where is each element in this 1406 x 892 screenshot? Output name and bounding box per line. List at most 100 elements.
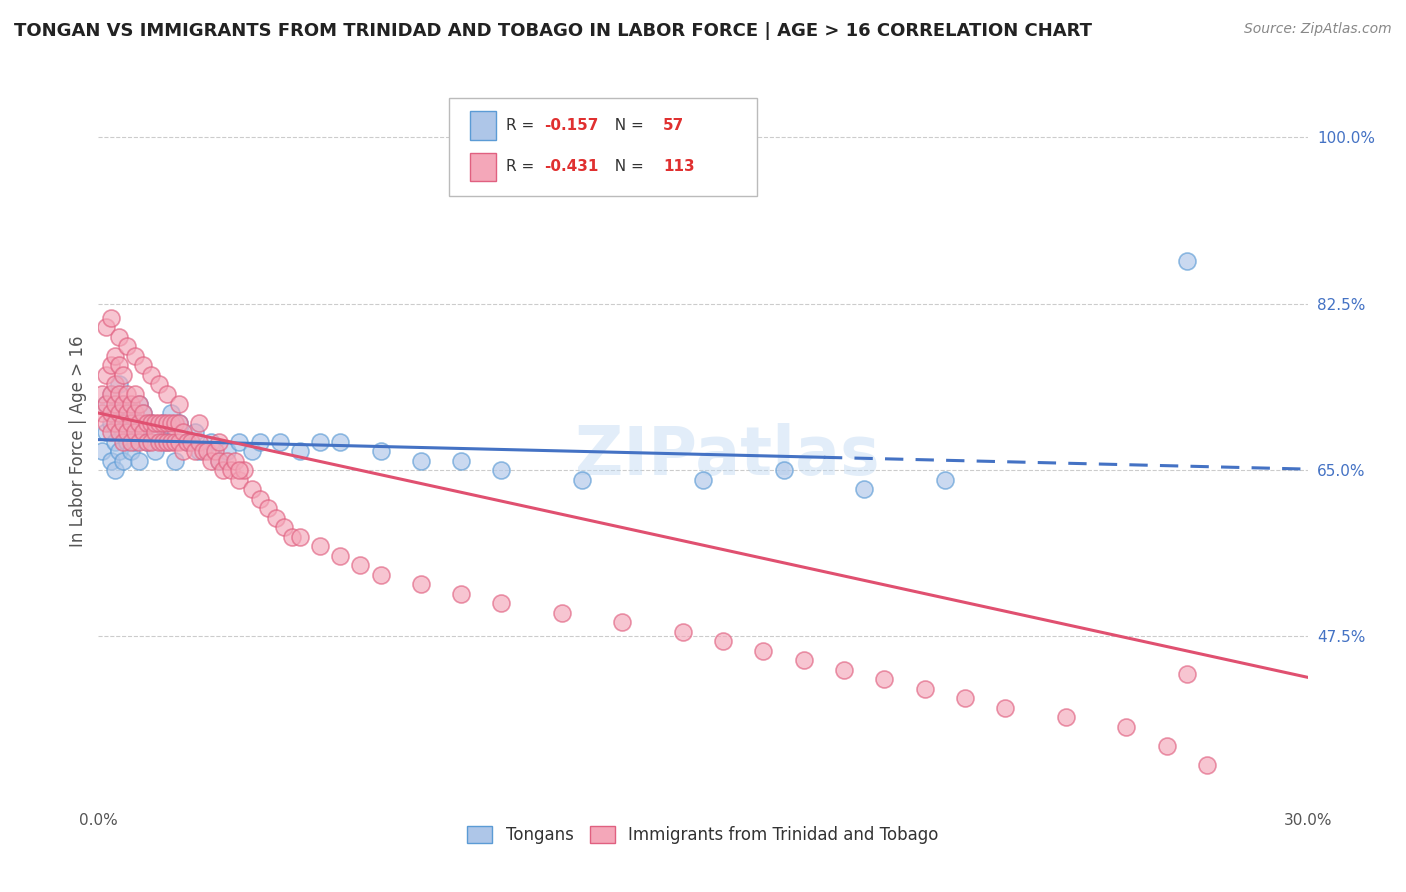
Point (107, 330, 129, 344)
Text: 57: 57 (664, 118, 685, 133)
Point (96, 396, 118, 410)
Point (193, 444, 215, 458)
Point (163, 453, 186, 467)
Point (124, 416, 146, 430)
Point (100, 406, 122, 420)
Text: TONGAN VS IMMIGRANTS FROM TRINIDAD AND TOBAGO IN LABOR FORCE | AGE > 16 CORRELAT: TONGAN VS IMMIGRANTS FROM TRINIDAD AND T… (14, 22, 1092, 40)
Point (288, 530, 311, 544)
Point (128, 396, 150, 410)
Legend: Tongans, Immigrants from Trinidad and Tobago: Tongans, Immigrants from Trinidad and To… (458, 817, 948, 852)
Text: R =: R = (506, 118, 538, 133)
Point (793, 653, 815, 667)
Point (111, 434, 134, 449)
Point (752, 643, 775, 657)
Point (240, 482, 263, 496)
Point (139, 416, 162, 430)
Point (111, 425, 134, 439)
Text: N =: N = (605, 160, 648, 175)
Point (832, 663, 855, 677)
Point (107, 377, 129, 392)
Point (772, 463, 794, 477)
Point (409, 577, 432, 591)
Point (100, 359, 122, 373)
Point (228, 434, 250, 449)
Point (195, 444, 218, 458)
Point (152, 434, 174, 449)
Point (1115, 720, 1137, 734)
Text: N =: N = (605, 118, 648, 133)
Point (115, 425, 138, 439)
Point (167, 434, 190, 449)
Point (208, 453, 231, 467)
Point (103, 396, 125, 410)
Text: R =: R = (506, 160, 538, 175)
Point (156, 387, 179, 401)
Point (128, 416, 150, 430)
Point (135, 416, 157, 430)
Point (409, 453, 432, 467)
Point (217, 453, 239, 467)
Point (132, 425, 155, 439)
Point (309, 539, 332, 553)
Point (370, 567, 392, 582)
Point (212, 463, 235, 477)
Point (103, 406, 125, 420)
Point (115, 339, 138, 353)
Text: -0.431: -0.431 (544, 160, 599, 175)
Point (188, 434, 211, 449)
Point (853, 482, 876, 496)
Point (1054, 710, 1077, 724)
Point (1156, 739, 1178, 753)
Point (240, 444, 263, 458)
Point (249, 491, 271, 506)
Point (139, 416, 162, 430)
Point (711, 634, 734, 648)
Point (120, 416, 142, 430)
Point (103, 463, 125, 477)
Point (571, 473, 593, 487)
Point (172, 444, 194, 458)
Point (143, 416, 166, 430)
Point (273, 520, 295, 534)
Point (672, 624, 695, 639)
Point (107, 444, 129, 458)
Point (176, 434, 198, 449)
Point (100, 453, 122, 467)
Point (221, 463, 243, 477)
Point (96, 416, 118, 430)
Point (103, 416, 125, 430)
Point (120, 396, 142, 410)
Text: ZIPatlas: ZIPatlas (575, 423, 880, 489)
Point (349, 558, 371, 573)
Point (152, 416, 174, 430)
Point (1175, 253, 1198, 268)
Point (953, 691, 976, 706)
Point (111, 396, 134, 410)
Point (232, 463, 254, 477)
Point (160, 406, 183, 420)
Point (450, 587, 472, 601)
Point (111, 368, 134, 382)
Point (156, 416, 179, 430)
Point (111, 416, 134, 430)
Point (148, 425, 170, 439)
Point (115, 406, 138, 420)
Point (124, 349, 146, 363)
Point (148, 377, 170, 392)
Point (217, 444, 239, 458)
Point (135, 434, 157, 449)
Point (184, 444, 207, 458)
Point (873, 672, 896, 686)
Point (143, 425, 166, 439)
Point (96, 425, 118, 439)
Point (124, 387, 146, 401)
Point (103, 434, 125, 449)
Point (370, 444, 392, 458)
Point (551, 606, 574, 620)
Point (124, 406, 146, 420)
Point (167, 416, 190, 430)
Point (309, 434, 332, 449)
Point (692, 473, 714, 487)
Point (208, 434, 231, 449)
Point (139, 368, 162, 382)
